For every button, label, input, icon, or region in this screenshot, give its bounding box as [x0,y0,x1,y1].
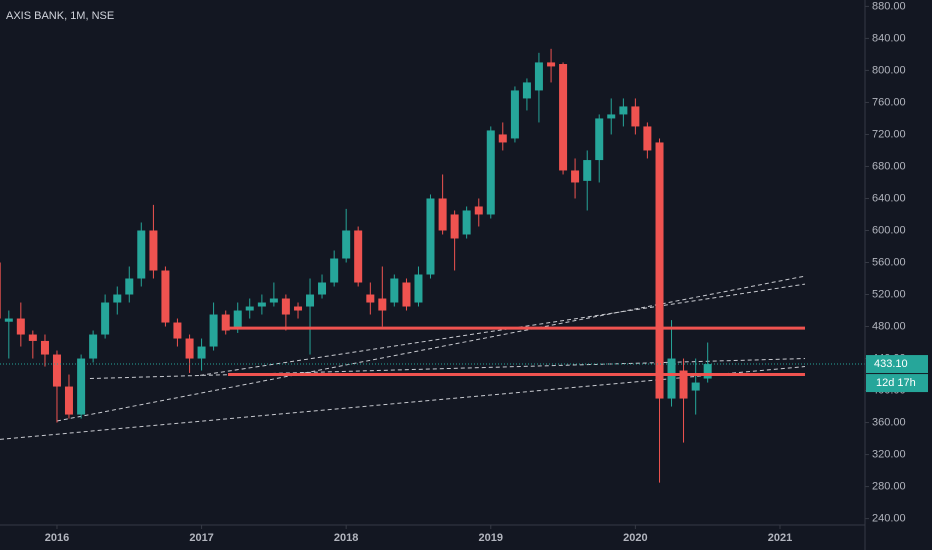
plot-area [0,48,865,483]
y-tick-label: 680.00 [872,160,906,172]
candle-body [486,130,495,215]
trend-line [56,275,806,422]
trend-line [200,283,806,376]
candle-body [522,82,531,99]
candle-body [703,364,712,379]
candle-body [4,318,13,322]
candle-body [607,114,616,119]
candle-body [414,274,423,303]
chart-title: AXIS BANK, 1M, NSE [6,10,114,22]
candle-body [450,214,459,239]
y-tick-label: 560.00 [872,256,906,268]
x-tick-label: 2018 [334,532,358,544]
candle-body [77,358,86,415]
candle-body [498,134,507,143]
candle-body [294,306,303,311]
x-tick-label: 2016 [45,532,69,544]
candle-body [619,106,628,115]
y-tick-label: 240.00 [872,513,906,525]
candle-body [534,62,543,91]
x-tick-label: 2021 [768,532,792,544]
candle-body [185,338,194,359]
candle-body [40,340,49,355]
candle-body [510,90,519,139]
candle-body [474,206,483,215]
y-tick-label: 840.00 [872,32,906,44]
x-tick-label: 2019 [479,532,503,544]
candle-body [0,262,1,319]
candle-body [330,258,339,283]
countdown-badge [866,374,928,393]
y-tick-label: 640.00 [872,192,906,204]
candle-body [233,310,242,329]
candle-body [571,170,580,183]
y-tick-label: 280.00 [872,480,906,492]
y-tick-label: 480.00 [872,320,906,332]
candle-body [354,230,363,283]
candle-body [269,298,278,303]
candle-body [595,118,604,161]
candle-body [426,198,435,275]
last-price-label: 433.10 [874,358,908,370]
y-tick-label: 360.00 [872,416,906,428]
candle-body [366,294,375,303]
candle-body [173,322,182,339]
candle-body [402,282,411,307]
candle-body [655,142,664,399]
candle-body [64,386,73,415]
x-tick-label: 2017 [189,532,213,544]
candle-body [245,306,254,311]
candle-body [149,230,158,271]
candle-body [390,278,399,303]
candle-body [28,334,37,341]
y-tick-label: 520.00 [872,288,906,300]
candle-body [643,126,652,151]
y-tick-label: 760.00 [872,96,906,108]
candle-body [583,160,592,181]
candle-body [438,198,447,231]
y-tick-label: 880.00 [872,0,906,12]
candle-body [113,294,122,303]
candle-body [52,354,61,387]
candle-body [667,358,676,399]
candle-body [306,294,315,307]
candle-body [197,346,206,359]
trend-line [89,358,806,380]
y-tick-label: 320.00 [872,448,906,460]
y-tick-label: 800.00 [872,64,906,76]
candle-body [161,270,170,323]
candle-body [631,106,640,127]
candle-body [342,230,351,259]
last-price-badge [866,355,928,374]
candle-body [16,318,25,335]
candle-body [257,302,266,307]
y-tick-label: 600.00 [872,224,906,236]
countdown-label: 12d 17h [876,377,916,389]
candle-body [378,298,387,311]
y-tick-label: 720.00 [872,128,906,140]
candle-body [221,314,230,331]
candle-body [209,314,218,347]
candle-body [559,64,568,171]
candle-body [679,370,688,399]
candle-body [462,210,471,235]
candle-body [89,334,98,359]
candle-body [101,302,110,335]
x-tick-label: 2020 [623,532,647,544]
candle-body [281,298,290,315]
candle-body [137,230,146,279]
candle-body [318,282,327,295]
candle-body [547,62,556,67]
candle-body [691,382,700,391]
candle-body [125,278,134,295]
